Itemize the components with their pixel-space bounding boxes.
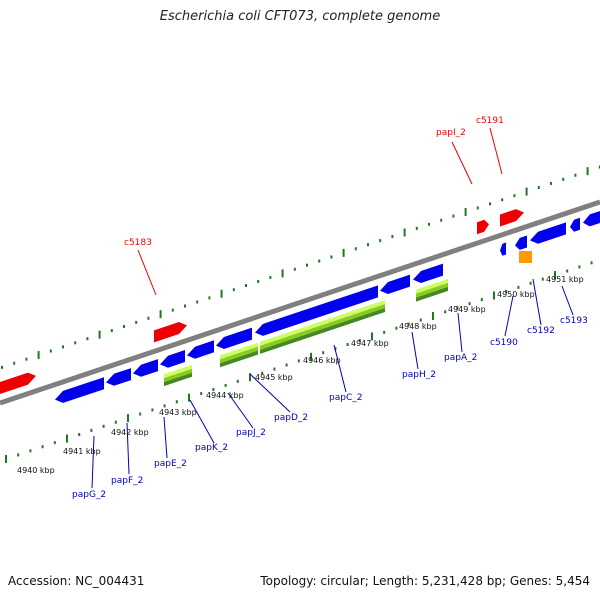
connector-line — [504, 295, 514, 337]
connector-line — [411, 331, 419, 370]
connector-line — [249, 373, 291, 413]
connector-line — [532, 278, 542, 326]
gene-c5183-left — [0, 372, 36, 394]
tick-label: 4942 kbp — [111, 428, 149, 437]
reverse-strand-genes — [55, 211, 600, 403]
forward-strand-genes — [0, 209, 524, 394]
tick-label: 4946 kbp — [303, 356, 341, 365]
tick-label: 4940 kbp — [17, 466, 55, 475]
domain-papA-2 — [416, 286, 448, 302]
domain-papD-2 — [220, 342, 258, 360]
connector-line — [163, 416, 168, 459]
connector-line — [451, 141, 473, 185]
lower-gene-label: papE_2 — [154, 459, 187, 469]
lower-tick-track — [5, 261, 593, 463]
connector-line — [561, 285, 574, 316]
lower-gene-label: papF_2 — [111, 476, 143, 486]
connector-line — [91, 435, 95, 489]
lower-gene-label: papK_2 — [195, 443, 228, 453]
tick-labels: 4940 kbp 4941 kbp 4942 kbp 4943 kbp 4944 kbp… — [17, 275, 584, 475]
domain-papA-2 — [416, 282, 448, 298]
lower-gene-label: papA_2 — [444, 353, 477, 363]
connector-line — [137, 249, 157, 296]
domain-papE-2 — [164, 368, 192, 383]
connector-line — [457, 312, 463, 353]
domain-papD-2 — [220, 350, 258, 368]
domain-papC-2 — [260, 308, 385, 354]
gene-papG-2 — [55, 377, 104, 403]
upper-gene-label: papI_2 — [436, 128, 466, 138]
gene-papD-2 — [216, 327, 252, 349]
upper-gene-label: c5191 — [476, 116, 504, 126]
lower-gene-label: papH_2 — [402, 370, 436, 380]
lower-gene-label: c5192 — [527, 326, 555, 336]
gene-c5190 — [500, 242, 506, 256]
connector-line — [126, 422, 130, 475]
gene-c5193-b — [570, 217, 580, 232]
tick-label: 4951 kbp — [546, 275, 584, 284]
connector-line — [489, 127, 503, 175]
connector-line — [189, 399, 215, 444]
gene-papJ-2 — [187, 340, 214, 359]
gene-c5193-c — [583, 211, 600, 227]
domain-papC-2 — [260, 300, 385, 346]
lower-gene-label: c5193 — [560, 316, 588, 326]
protein-domain-track — [164, 278, 448, 387]
gene-c5183 — [154, 322, 187, 343]
upper-tick-track — [1, 165, 600, 369]
gene-papH-2 — [380, 274, 410, 294]
tick-label: 4948 kbp — [399, 322, 437, 331]
gene-papA-2 — [413, 263, 443, 283]
gene-c5193-a — [530, 222, 566, 244]
tick-label: 4945 kbp — [255, 373, 293, 382]
connector-line — [333, 344, 347, 393]
upper-gene-labels: c5183 papI_2 c5191 — [124, 116, 504, 248]
gene-papC-2 — [255, 285, 378, 336]
tick-label: 4949 kbp — [448, 305, 486, 314]
tick-label: 4943 kbp — [159, 408, 197, 417]
connector-lines — [91, 127, 574, 489]
feature-orange-box — [519, 251, 532, 263]
map-title: Escherichia coli CFT073, complete genome — [159, 9, 441, 24]
gene-papF-2 — [106, 368, 131, 386]
tick-label: 4950 kbp — [497, 290, 535, 299]
genome-backbone — [0, 199, 600, 406]
gene-papE-2 — [133, 359, 158, 377]
lower-gene-label: papD_2 — [274, 413, 308, 423]
tick-label: 4941 kbp — [63, 447, 101, 456]
domain-papE-2 — [164, 364, 192, 379]
lower-gene-label: c5190 — [490, 338, 518, 348]
lower-gene-label: papC_2 — [329, 393, 362, 403]
lower-gene-labels: papG_2 papF_2 papE_2 papK_2 papJ_2 papD_2 papC… — [72, 316, 588, 500]
gene-c5191 — [500, 209, 524, 227]
upper-gene-label: c5183 — [124, 238, 152, 248]
domain-papE-2 — [164, 372, 192, 387]
lower-gene-label: papG_2 — [72, 490, 106, 500]
lower-gene-label: papJ_2 — [236, 428, 266, 438]
domain-papA-2 — [416, 278, 448, 294]
genome-summary: Topology: circular; Length: 5,231,428 bp… — [260, 574, 590, 588]
domain-papD-2 — [220, 346, 258, 364]
domain-papC-2 — [260, 304, 385, 350]
tick-label: 4947 kbp — [351, 339, 389, 348]
gene-c5192 — [515, 235, 527, 250]
connector-line — [227, 392, 254, 429]
tick-label: 4944 kbp — [206, 391, 244, 400]
accession-label: Accession: NC_004431 — [8, 574, 145, 588]
gene-papK-2 — [160, 350, 185, 368]
gene-papI-2 — [477, 219, 489, 235]
